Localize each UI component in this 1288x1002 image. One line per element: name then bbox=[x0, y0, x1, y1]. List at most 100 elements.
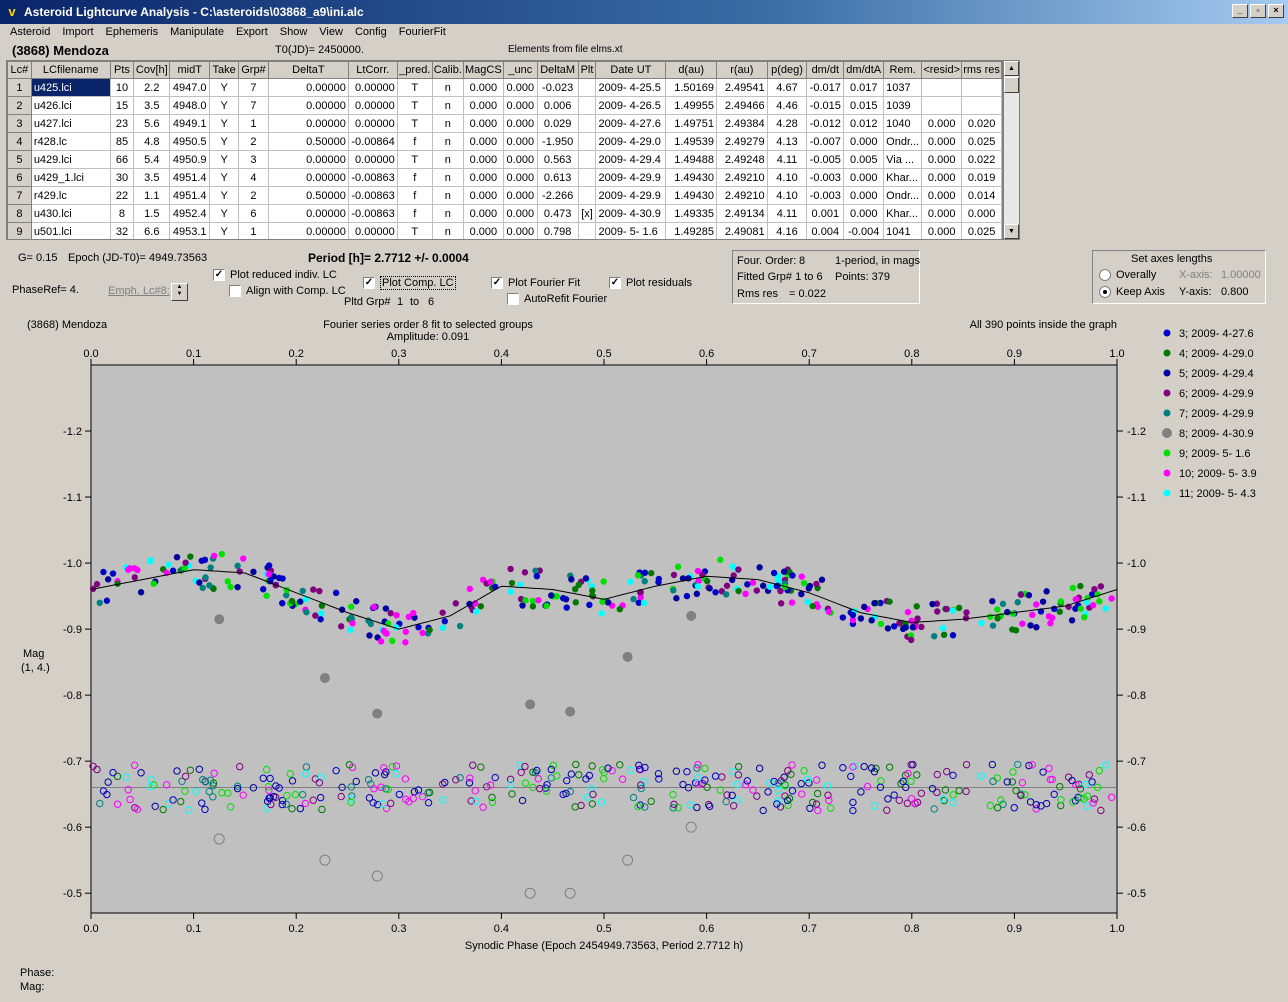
table-cell[interactable]: 1.49488 bbox=[665, 150, 717, 169]
table-cell[interactable]: 4.11 bbox=[766, 204, 808, 223]
table-cell[interactable]: 4948.0 bbox=[169, 96, 211, 115]
table-cell[interactable]: 0.00000 bbox=[347, 150, 398, 169]
table-cell[interactable]: 3 bbox=[7, 114, 32, 133]
table-cell[interactable]: 1037 bbox=[883, 78, 923, 97]
table-cell[interactable]: 0.00000 bbox=[347, 222, 398, 239]
table-cell[interactable]: 2009- 4-26.5 bbox=[595, 96, 667, 115]
table-cell[interactable]: 9 bbox=[7, 222, 32, 239]
table-cell[interactable]: 6 bbox=[7, 168, 32, 187]
table-cell[interactable]: 0.004 bbox=[806, 222, 845, 239]
table-cell[interactable]: 0.000 bbox=[961, 204, 1002, 223]
table-cell[interactable]: n bbox=[431, 132, 464, 151]
table-cell[interactable]: 0.005 bbox=[843, 150, 885, 169]
keep-axis-radio[interactable]: Keep Axis bbox=[1099, 286, 1165, 299]
table-cell[interactable]: -2.266 bbox=[536, 186, 579, 205]
table-cell[interactable]: 2.49248 bbox=[715, 150, 768, 169]
table-cell[interactable]: 0.000 bbox=[462, 150, 504, 169]
table-cell[interactable]: 23 bbox=[109, 114, 135, 133]
table-cell[interactable]: u426.lci bbox=[30, 96, 111, 115]
lightcurve-table[interactable]: Lc# LCfilename Pts Cov[h] midT Take Grp# DeltaT… bbox=[6, 60, 1003, 240]
table-cell[interactable]: 2.49466 bbox=[715, 96, 768, 115]
table-cell[interactable]: 0.00000 bbox=[267, 114, 349, 133]
table-cell[interactable]: Y bbox=[209, 96, 240, 115]
table-cell[interactable]: 0.000 bbox=[462, 132, 504, 151]
table-cell[interactable]: 4950.9 bbox=[169, 150, 211, 169]
column-header[interactable]: DeltaT bbox=[267, 61, 349, 79]
menu-item-fourierfit[interactable]: FourierFit bbox=[398, 26, 446, 38]
table-cell[interactable]: -0.015 bbox=[806, 96, 845, 115]
table-cell[interactable]: 1 bbox=[7, 78, 32, 97]
scroll-thumb[interactable] bbox=[1004, 77, 1019, 93]
column-header[interactable]: Grp# bbox=[238, 61, 269, 79]
table-cell[interactable]: 0.000 bbox=[502, 78, 538, 97]
table-cell[interactable]: 0.000 bbox=[502, 132, 538, 151]
table-cell[interactable]: u501.lci bbox=[30, 222, 111, 239]
table-cell[interactable]: 0.000 bbox=[921, 168, 963, 187]
menu-item-ephemeris[interactable]: Ephemeris bbox=[105, 26, 159, 38]
table-cell[interactable]: -0.004 bbox=[843, 222, 885, 239]
table-cell[interactable] bbox=[577, 222, 597, 239]
table-cell[interactable]: 0.50000 bbox=[267, 186, 349, 205]
table-cell[interactable]: Khar... bbox=[883, 168, 923, 187]
table-cell[interactable]: 2009- 4-29.9 bbox=[595, 186, 667, 205]
table-cell[interactable]: 0.000 bbox=[502, 96, 538, 115]
table-cell[interactable]: n bbox=[431, 168, 464, 187]
menu-item-asteroid[interactable]: Asteroid bbox=[10, 26, 51, 38]
table-cell[interactable]: 4.28 bbox=[766, 114, 808, 133]
table-cell[interactable]: 5.6 bbox=[133, 114, 171, 133]
column-header[interactable]: <resid> bbox=[921, 61, 963, 79]
table-cell[interactable]: 0.000 bbox=[462, 168, 504, 187]
table-cell[interactable]: 0.00000 bbox=[267, 222, 349, 239]
table-cell[interactable]: 7 bbox=[7, 186, 32, 205]
table-cell[interactable] bbox=[577, 114, 597, 133]
table-cell[interactable]: 0.012 bbox=[843, 114, 885, 133]
menu-item-import[interactable]: Import bbox=[62, 26, 94, 38]
table-cell[interactable]: 5.4 bbox=[133, 150, 171, 169]
table-cell[interactable]: r429.lc bbox=[30, 186, 111, 205]
table-cell[interactable]: 4 bbox=[7, 132, 32, 151]
table-cell[interactable]: 0.022 bbox=[961, 150, 1002, 169]
minimize-button[interactable]: _ bbox=[1232, 4, 1248, 18]
table-cell[interactable]: 4.10 bbox=[766, 168, 808, 187]
table-cell[interactable]: 1.49285 bbox=[665, 222, 717, 239]
table-cell[interactable]: 2009- 4-29.9 bbox=[595, 168, 667, 187]
emph-spinner[interactable]: ▲ ▼ bbox=[171, 283, 188, 301]
table-cell[interactable]: 4.67 bbox=[766, 78, 808, 97]
table-cell[interactable]: r428.lc bbox=[30, 132, 111, 151]
column-header[interactable]: Lc# bbox=[7, 61, 32, 79]
table-cell[interactable]: 6 bbox=[238, 204, 269, 223]
table-cell[interactable]: 0.000 bbox=[502, 168, 538, 187]
table-cell[interactable]: 0.000 bbox=[502, 150, 538, 169]
table-cell[interactable]: 2.2 bbox=[133, 78, 171, 97]
table-cell[interactable]: 7 bbox=[238, 78, 269, 97]
table-cell[interactable]: Khar... bbox=[883, 204, 923, 223]
table-cell[interactable]: -0.00863 bbox=[347, 186, 398, 205]
table-cell[interactable]: 0.00000 bbox=[267, 204, 349, 223]
table-cell[interactable]: 4951.4 bbox=[169, 168, 211, 187]
table-cell[interactable]: 4.8 bbox=[133, 132, 171, 151]
column-header[interactable]: _unc bbox=[502, 61, 538, 79]
table-cell[interactable]: 0.015 bbox=[843, 96, 885, 115]
table-cell[interactable]: 2009- 4-29.0 bbox=[595, 132, 667, 151]
table-cell[interactable]: 1040 bbox=[883, 114, 923, 133]
table-cell[interactable]: 0.020 bbox=[961, 114, 1002, 133]
column-header[interactable]: r(au) bbox=[715, 61, 768, 79]
table-cell[interactable]: 4950.5 bbox=[169, 132, 211, 151]
column-header[interactable]: rms res bbox=[961, 61, 1002, 79]
table-row[interactable]: 7 r429.lc 22 1.1 4951.4 Y 2 0.50000 -0.00863 f n 0.… bbox=[7, 186, 1002, 205]
table-cell[interactable]: Y bbox=[209, 204, 240, 223]
column-header[interactable]: LtCorr. bbox=[347, 61, 398, 79]
table-cell[interactable]: 0.50000 bbox=[267, 132, 349, 151]
table-cell[interactable]: u429.lci bbox=[30, 150, 111, 169]
table-cell[interactable] bbox=[961, 78, 1002, 97]
table-cell[interactable]: 2009- 5- 1.6 bbox=[595, 222, 667, 239]
table-cell[interactable]: 1 bbox=[238, 222, 269, 239]
table-cell[interactable]: 2.49210 bbox=[715, 168, 768, 187]
align-checkbox[interactable]: Align with Comp. LC bbox=[229, 285, 346, 298]
table-cell[interactable]: n bbox=[431, 96, 464, 115]
overally-radio[interactable]: Overally bbox=[1099, 269, 1156, 282]
table-cell[interactable]: 1 bbox=[238, 114, 269, 133]
column-header[interactable]: midT bbox=[169, 61, 211, 79]
table-cell[interactable]: -0.005 bbox=[806, 150, 845, 169]
